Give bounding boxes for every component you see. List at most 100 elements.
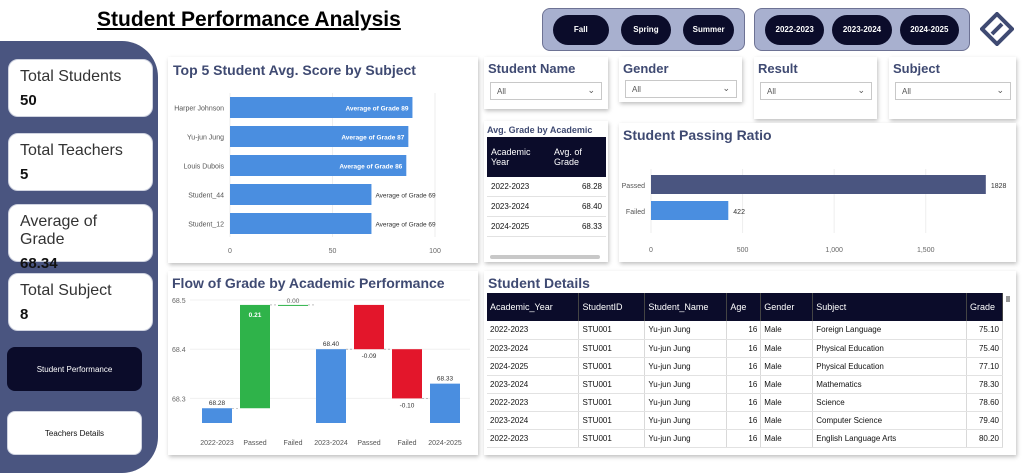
filter-subject: Subject All ⌄ [889, 57, 1016, 119]
avg-grade-year-table: Academic Year Avg. of Grade 2022-2023 68.… [487, 137, 606, 237]
column-header[interactable]: Age [726, 293, 762, 321]
column-header[interactable]: Gender [760, 293, 814, 321]
waterfall-bar [430, 383, 460, 423]
student-name-dropdown[interactable]: All ⌄ [490, 82, 602, 100]
cell: 16 [726, 321, 762, 340]
season-summer-button[interactable]: Summer [683, 14, 734, 45]
student-details-panel: Student Details Academic_Year StudentID … [484, 271, 1016, 455]
season-spring-button[interactable]: Spring [620, 14, 672, 45]
data-label: -0.10 [400, 402, 415, 409]
column-header[interactable]: Grade [966, 293, 1004, 321]
student-details-table: Academic_Year StudentID Student_Name Age… [487, 293, 1004, 448]
cell: STU001 [578, 393, 646, 412]
waterfall-bar [354, 304, 384, 350]
category-label: Louis Dubois [184, 164, 225, 171]
diamond-logo-icon [980, 12, 1014, 46]
table-row: 2022-2023 STU001 Yu-jun Jung 16 Male English … [487, 429, 1004, 448]
chart-title: Flow of Grade by Academic Performance [172, 275, 445, 291]
cell: 2022-2023 [487, 393, 580, 412]
cell: Male [760, 429, 814, 448]
cell: English Language Arts [812, 429, 967, 448]
cell: 16 [726, 393, 762, 412]
kpi-total-students: Total Students 50 [8, 59, 153, 117]
column-header[interactable]: StudentID [578, 293, 646, 321]
cell: Foreign Language [812, 321, 967, 340]
table-row: 2024-2025 68.33 [487, 216, 606, 237]
cell: STU001 [578, 411, 646, 430]
filter-student-name: Student Name All ⌄ [484, 57, 608, 109]
filter-title: Student Name [488, 61, 576, 76]
result-dropdown[interactable]: All ⌄ [760, 82, 872, 100]
y-tick-label: 68.4 [172, 347, 186, 354]
season-fall-button[interactable]: Fall [553, 14, 609, 45]
x-tick-label: 0 [649, 247, 653, 254]
cell: 78.60 [966, 393, 1004, 412]
cell: 68.40 [550, 196, 606, 217]
cell: Yu-jun Jung [644, 393, 728, 412]
cell: 2024-2025 [487, 216, 551, 237]
category-label: 2022-2023 [200, 440, 234, 447]
cell: Physical Education [812, 339, 967, 358]
x-tick-label: 50 [329, 248, 337, 255]
bar [230, 213, 372, 234]
kpi-label: Total Students [20, 68, 122, 85]
dropdown-value: All [767, 87, 776, 96]
cell: 16 [726, 339, 762, 358]
column-header[interactable]: Student_Name [644, 293, 728, 321]
nav-teachers-details-button[interactable]: Teachers Details [7, 411, 142, 455]
cell: 79.40 [966, 411, 1004, 430]
cell: Male [760, 321, 814, 340]
category-label: 2024-2025 [428, 440, 462, 447]
column-header[interactable]: Academic_Year [487, 293, 580, 321]
year-2022-button[interactable]: 2022-2023 [765, 14, 825, 45]
chart-title: Top 5 Student Avg. Score by Subject [173, 62, 416, 78]
passing-ratio-panel: Student Passing Ratio 0 500 1,000 1,500 Pass… [619, 123, 1016, 262]
cell: Yu-jun Jung [644, 411, 728, 430]
subject-dropdown[interactable]: All ⌄ [895, 82, 1011, 100]
category-label: Harper Johnson [174, 106, 224, 113]
filter-result: Result All ⌄ [754, 57, 877, 119]
y-tick-label: 68.3 [172, 396, 186, 403]
x-tick-label: 500 [737, 247, 749, 254]
cell: 2022-2023 [487, 177, 551, 197]
cell: Male [760, 411, 814, 430]
cell: 2023-2024 [487, 196, 551, 217]
cell: 78.30 [966, 375, 1004, 394]
kpi-label: Total Teachers [20, 142, 123, 159]
column-header[interactable]: Avg. of Grade [550, 137, 606, 177]
cell: 16 [726, 357, 762, 376]
category-label: Student_44 [188, 193, 224, 200]
gender-dropdown[interactable]: All ⌄ [625, 80, 737, 98]
category-label: Failed [397, 440, 416, 447]
cell: Male [760, 375, 814, 394]
column-header[interactable]: Subject [812, 293, 967, 321]
year-slicer: 2022-2023 2023-2024 2024-2025 [754, 8, 970, 51]
column-header[interactable]: Academic Year [487, 137, 551, 177]
cell: 16 [726, 411, 762, 430]
category-label: Passed [357, 440, 380, 447]
table-row: 2022-2023 STU001 Yu-jun Jung 16 Male Science 7… [487, 393, 1004, 412]
chevron-down-icon: ⌄ [857, 85, 865, 95]
category-label: 2023-2024 [314, 440, 348, 447]
year-2023-button[interactable]: 2023-2024 [832, 14, 892, 45]
season-slicer: Fall Spring Summer [542, 8, 745, 51]
cell: Yu-jun Jung [644, 339, 728, 358]
kpi-label: Average of Grade [20, 213, 98, 248]
horizontal-scrollbar[interactable] [490, 255, 600, 259]
data-label: Average of Grade 69 [375, 222, 436, 229]
bar [230, 155, 407, 176]
cell: 68.33 [550, 216, 606, 237]
cell: 2023-2024 [487, 375, 580, 394]
data-label: Average of Grade 86 [339, 164, 402, 171]
top5-bar-chart: 0 50 100 Harper Johnson Average of Grade 89 Y… [174, 93, 441, 255]
cell: Science [812, 393, 967, 412]
vertical-scrollbar[interactable] [1006, 296, 1010, 302]
cell: Male [760, 339, 814, 358]
nav-student-performance-button[interactable]: Student Performance [7, 347, 142, 391]
data-label: 1828 [991, 183, 1007, 190]
cell: STU001 [578, 375, 646, 394]
cell: Male [760, 393, 814, 412]
year-2024-button[interactable]: 2024-2025 [899, 14, 959, 45]
cell: Physical Education [812, 357, 967, 376]
category-label: Passed [622, 183, 645, 190]
